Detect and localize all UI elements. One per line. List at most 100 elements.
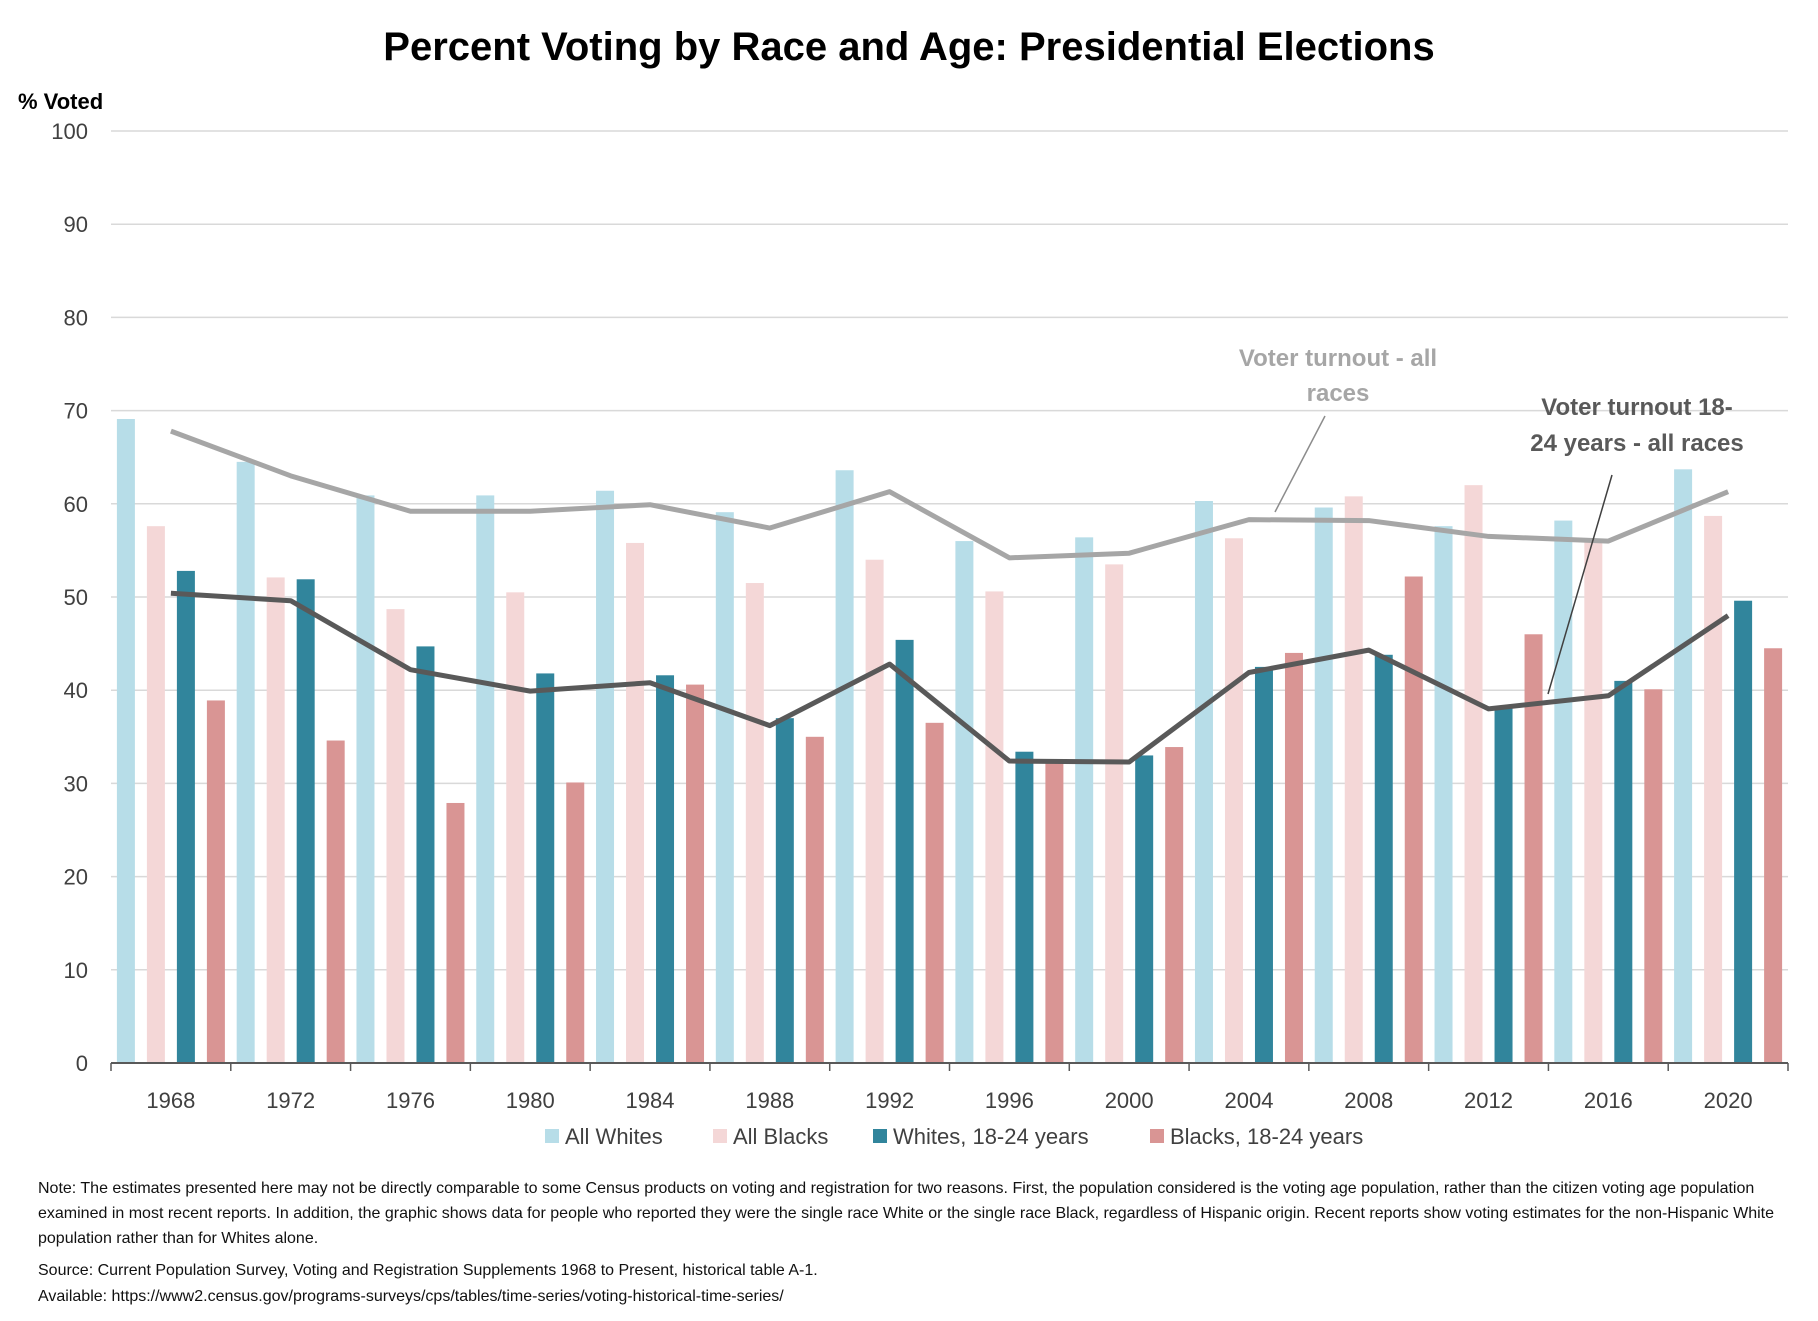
- bar-blacks-18-24-years-1992: [925, 722, 944, 1063]
- bar-whites-18-24-years-1968: [176, 570, 195, 1063]
- x-tick-label: 1968: [146, 1088, 195, 1113]
- legend-label: All Blacks: [733, 1124, 828, 1149]
- bar-whites-18-24-years-2012: [1494, 707, 1513, 1063]
- bar-all-blacks-2020: [1704, 515, 1723, 1063]
- bar-blacks-18-24-years-2016: [1644, 689, 1663, 1063]
- chart-note: Note: The estimates presented here may n…: [38, 1180, 1774, 1247]
- annotation-text: 24 years - all races: [1530, 430, 1744, 457]
- bar-whites-18-24-years-1980: [536, 673, 555, 1063]
- legend-label: Blacks, 18-24 years: [1170, 1124, 1363, 1149]
- bar-all-whites-1988: [715, 512, 734, 1063]
- bar-all-blacks-2012: [1464, 485, 1483, 1063]
- y-tick-label: 60: [64, 492, 88, 517]
- y-axis-ticks: 0 10 20 30 40 50 60 70 80 90 100: [51, 119, 88, 1076]
- y-tick-label: 40: [64, 678, 88, 703]
- bar-blacks-18-24-years-1996: [1045, 761, 1064, 1063]
- bar-whites-18-24-years-1988: [775, 718, 794, 1063]
- bar-all-whites-1996: [955, 541, 974, 1063]
- bar-all-blacks-2004: [1224, 538, 1243, 1063]
- legend-swatch: [713, 1129, 727, 1143]
- bar-all-whites-1980: [476, 495, 495, 1063]
- bar-blacks-18-24-years-1972: [326, 740, 345, 1063]
- bar-all-blacks-2000: [1105, 564, 1124, 1063]
- x-tick-label: 1980: [506, 1088, 555, 1113]
- bar-all-blacks-1996: [985, 591, 1004, 1063]
- bar-all-whites-1992: [835, 470, 854, 1063]
- x-tick-label: 1984: [626, 1088, 675, 1113]
- bar-whites-18-24-years-2016: [1614, 680, 1633, 1063]
- chart-source-url: Available: https://www2.census.gov/progr…: [38, 1288, 784, 1305]
- x-tick-label: 1976: [386, 1088, 435, 1113]
- bar-whites-18-24-years-2020: [1734, 600, 1753, 1063]
- bar-blacks-18-24-years-1984: [686, 684, 705, 1063]
- y-tick-label: 50: [64, 585, 88, 610]
- y-tick-label: 0: [76, 1051, 88, 1076]
- bar-whites-18-24-years-1976: [416, 646, 435, 1063]
- legend-swatch: [873, 1129, 887, 1143]
- turnout-all-races-line: [170, 428, 1730, 561]
- x-tick-label: 2004: [1224, 1088, 1273, 1113]
- bar-all-whites-2020: [1674, 469, 1693, 1063]
- bar-blacks-18-24-years-2008: [1404, 576, 1423, 1063]
- bar-whites-18-24-years-1972: [296, 579, 315, 1063]
- bar-blacks-18-24-years-2000: [1165, 747, 1184, 1063]
- bar-all-whites-2008: [1314, 507, 1333, 1063]
- y-tick-label: 10: [64, 958, 88, 983]
- bar-all-whites-1968: [116, 418, 135, 1063]
- bar-all-blacks-1976: [386, 609, 405, 1063]
- bars: [116, 418, 1783, 1063]
- chart-source: Source: Current Population Survey, Votin…: [38, 1262, 818, 1279]
- legend-label: Whites, 18-24 years: [893, 1124, 1089, 1149]
- bar-blacks-18-24-years-2020: [1764, 648, 1783, 1063]
- annotation-leader: [1547, 474, 1613, 695]
- legend-label: All Whites: [565, 1124, 663, 1149]
- x-axis-ticks: 1968 1972 1976 1980 1984 1988 1992 1996 2000 2004…: [146, 1088, 1752, 1113]
- bar-whites-18-24-years-2008: [1374, 654, 1393, 1063]
- bar-all-whites-1976: [356, 495, 375, 1063]
- y-tick-label: 30: [64, 771, 88, 796]
- y-tick-label: 90: [64, 212, 88, 237]
- bar-all-whites-2012: [1434, 526, 1453, 1063]
- bar-all-whites-1984: [596, 490, 615, 1063]
- bar-blacks-18-24-years-1988: [805, 736, 824, 1063]
- x-axis: [110, 1062, 1789, 1071]
- y-tick-label: 80: [64, 305, 88, 330]
- bar-all-blacks-1984: [626, 542, 645, 1063]
- annotations: Voter turnout - all races Voter turnout 18…: [1239, 345, 1744, 695]
- bar-whites-18-24-years-2004: [1254, 666, 1273, 1063]
- chart-title: Percent Voting by Race and Age: Presiden…: [383, 25, 1434, 69]
- bar-all-blacks-2016: [1584, 542, 1603, 1063]
- bar-whites-18-24-years-1996: [1015, 751, 1034, 1063]
- annotation-text: Voter turnout 18-: [1541, 394, 1733, 421]
- bar-whites-18-24-years-2000: [1135, 755, 1154, 1063]
- bar-all-whites-2000: [1075, 537, 1094, 1063]
- bar-blacks-18-24-years-1976: [446, 802, 465, 1063]
- bar-all-whites-2016: [1554, 520, 1573, 1063]
- bar-blacks-18-24-years-2004: [1284, 652, 1303, 1063]
- y-tick-label: 70: [64, 399, 88, 424]
- legend-swatch: [545, 1129, 559, 1143]
- y-tick-label: 20: [64, 865, 88, 890]
- bar-all-blacks-1988: [745, 583, 764, 1063]
- x-tick-label: 1972: [266, 1088, 315, 1113]
- bar-blacks-18-24-years-1980: [566, 782, 585, 1063]
- bar-all-blacks-2008: [1344, 496, 1363, 1063]
- x-tick-label: 2016: [1584, 1088, 1633, 1113]
- bar-all-blacks-1972: [266, 577, 285, 1063]
- x-tick-label: 2020: [1704, 1088, 1753, 1113]
- turnout-lines: [170, 428, 1730, 765]
- y-axis-label: % Voted: [18, 89, 103, 114]
- bar-blacks-18-24-years-2012: [1524, 634, 1543, 1063]
- turnout-18-24-line: [170, 590, 1730, 765]
- x-tick-label: 1996: [985, 1088, 1034, 1113]
- x-tick-label: 1988: [745, 1088, 794, 1113]
- annotation-text: Voter turnout - all: [1239, 345, 1437, 372]
- bar-all-whites-2004: [1194, 501, 1213, 1063]
- bar-whites-18-24-years-1984: [656, 675, 675, 1063]
- annotation-leader: [1274, 415, 1326, 513]
- x-tick-label: 1992: [865, 1088, 914, 1113]
- bar-all-blacks-1968: [146, 526, 165, 1063]
- bar-whites-18-24-years-1992: [895, 639, 914, 1063]
- annotation-text: races: [1307, 380, 1370, 407]
